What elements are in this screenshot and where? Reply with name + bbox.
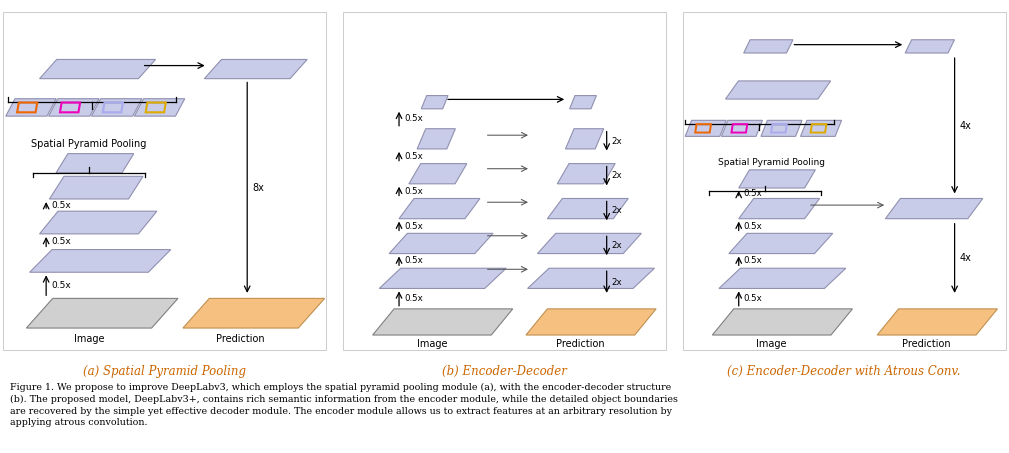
Polygon shape	[557, 164, 615, 184]
Polygon shape	[547, 198, 629, 219]
Text: 2x: 2x	[611, 172, 623, 180]
Polygon shape	[134, 99, 185, 116]
Polygon shape	[92, 99, 142, 116]
Polygon shape	[48, 99, 99, 116]
Polygon shape	[570, 96, 596, 109]
Polygon shape	[399, 198, 480, 219]
Polygon shape	[739, 170, 815, 188]
Text: 8x: 8x	[252, 183, 264, 193]
FancyBboxPatch shape	[3, 11, 326, 350]
Text: 0.5x: 0.5x	[744, 222, 763, 231]
Text: 2x: 2x	[611, 278, 623, 286]
Text: 0.5x: 0.5x	[404, 222, 423, 231]
Text: 0.5x: 0.5x	[744, 294, 763, 303]
FancyBboxPatch shape	[683, 11, 1006, 350]
Text: Image: Image	[417, 339, 447, 349]
Polygon shape	[721, 120, 763, 136]
Text: (a) Spatial Pyramid Pooling: (a) Spatial Pyramid Pooling	[84, 365, 246, 378]
Polygon shape	[372, 309, 513, 335]
Text: 4x: 4x	[960, 121, 972, 131]
Text: 0.5x: 0.5x	[404, 294, 423, 303]
Text: 0.5x: 0.5x	[51, 281, 71, 290]
Text: (b) Encoder-Decoder: (b) Encoder-Decoder	[442, 365, 567, 378]
Polygon shape	[183, 299, 325, 328]
Text: 0.5x: 0.5x	[404, 152, 423, 161]
Polygon shape	[29, 250, 171, 272]
Polygon shape	[886, 198, 983, 219]
Polygon shape	[739, 198, 819, 219]
Polygon shape	[57, 154, 134, 173]
Text: 0.5x: 0.5x	[404, 187, 423, 196]
Text: Prediction: Prediction	[216, 334, 265, 344]
Polygon shape	[39, 211, 156, 234]
Polygon shape	[565, 129, 603, 149]
Polygon shape	[379, 268, 507, 289]
Text: Image: Image	[74, 334, 104, 344]
Polygon shape	[417, 129, 455, 149]
Text: 0.5x: 0.5x	[744, 256, 763, 265]
Text: 0.5x: 0.5x	[404, 114, 423, 123]
Polygon shape	[6, 99, 57, 116]
Text: 0.5x: 0.5x	[51, 201, 71, 210]
Polygon shape	[389, 233, 493, 254]
Text: Spatial Pyramid Pooling: Spatial Pyramid Pooling	[718, 158, 825, 167]
Polygon shape	[49, 176, 143, 199]
Text: 0.5x: 0.5x	[51, 237, 71, 246]
Polygon shape	[528, 268, 655, 289]
Polygon shape	[538, 233, 642, 254]
Text: 2x: 2x	[611, 241, 623, 250]
Polygon shape	[719, 268, 846, 289]
Polygon shape	[526, 309, 656, 335]
Polygon shape	[761, 120, 802, 136]
Polygon shape	[725, 81, 830, 99]
Text: Image: Image	[757, 339, 787, 349]
Text: Prediction: Prediction	[902, 339, 950, 349]
Text: Prediction: Prediction	[556, 339, 604, 349]
Polygon shape	[409, 164, 467, 184]
Polygon shape	[422, 96, 448, 109]
Text: 2x: 2x	[611, 137, 623, 145]
Text: 0.5x: 0.5x	[404, 256, 423, 265]
Text: (c) Encoder-Decoder with Atrous Conv.: (c) Encoder-Decoder with Atrous Conv.	[727, 365, 961, 378]
Polygon shape	[744, 40, 793, 53]
Polygon shape	[800, 120, 842, 136]
Text: 4x: 4x	[960, 253, 972, 263]
Polygon shape	[877, 309, 998, 335]
Polygon shape	[39, 59, 155, 79]
Polygon shape	[905, 40, 955, 53]
Text: Figure 1. We propose to improve DeepLabv3, which employs the spatial pyramid poo: Figure 1. We propose to improve DeepLabv…	[10, 383, 678, 428]
Polygon shape	[728, 233, 832, 254]
Polygon shape	[712, 309, 853, 335]
Text: 0.5x: 0.5x	[744, 189, 763, 198]
Text: Spatial Pyramid Pooling: Spatial Pyramid Pooling	[31, 139, 146, 149]
FancyBboxPatch shape	[343, 11, 666, 350]
Polygon shape	[685, 120, 726, 136]
Text: 2x: 2x	[611, 207, 623, 215]
Polygon shape	[26, 299, 178, 328]
Polygon shape	[205, 59, 307, 79]
